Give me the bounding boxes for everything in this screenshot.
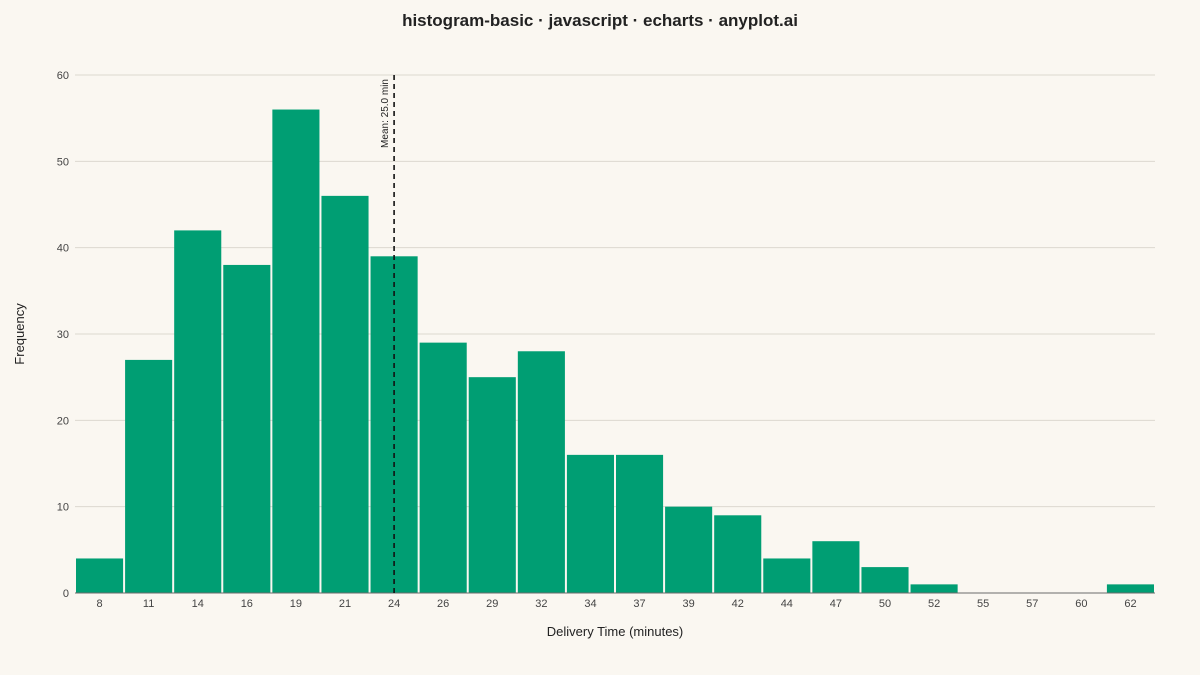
mean-label: Mean: 25.0 min <box>380 79 391 148</box>
x-tick-label: 14 <box>192 598 204 610</box>
x-tick-label: 57 <box>1026 598 1038 610</box>
x-tick-label: 19 <box>290 598 302 610</box>
y-axis-title: Frequency <box>12 303 27 365</box>
chart-title: histogram-basic · javascript · echarts ·… <box>402 11 798 30</box>
x-tick-label: 50 <box>879 598 891 610</box>
x-tick-label: 62 <box>1124 598 1136 610</box>
x-axis-ticks: 8 11 14 16 19 21 24 26 29 32 34 37 39 42 44 47 50 52 55 57 6… <box>96 598 1136 610</box>
x-tick-label: 34 <box>584 598 596 610</box>
x-tick-label: 11 <box>143 598 154 610</box>
histogram-bar <box>665 506 713 593</box>
x-tick-label: 55 <box>977 598 989 610</box>
x-tick-label: 16 <box>241 598 253 610</box>
histogram-bar <box>370 256 418 593</box>
x-tick-label: 42 <box>732 598 744 610</box>
histogram-bar <box>910 584 958 593</box>
y-tick-label: 20 <box>57 415 69 427</box>
x-tick-label: 47 <box>830 598 842 610</box>
x-tick-label: 21 <box>339 598 351 610</box>
histogram-bar <box>861 567 909 593</box>
histogram-bar <box>174 230 222 593</box>
histogram-bar <box>419 342 467 593</box>
x-tick-label: 39 <box>683 598 695 610</box>
x-tick-label: 37 <box>633 598 645 610</box>
histogram-bar <box>714 515 762 593</box>
histogram-bar <box>76 558 124 593</box>
y-tick-label: 40 <box>57 243 69 255</box>
histogram-bars <box>76 109 1154 594</box>
histogram-bar <box>517 351 565 593</box>
histogram-bar <box>125 359 173 593</box>
histogram-bar <box>1106 584 1154 593</box>
grid-lines <box>75 74 1155 508</box>
histogram-bar <box>321 195 369 593</box>
histogram-bar <box>566 454 614 593</box>
mean-marker: Mean: 25.0 min <box>380 75 395 593</box>
histogram-bar <box>272 109 320 594</box>
x-axis-title: Delivery Time (minutes) <box>547 624 684 639</box>
histogram-bar <box>812 541 860 593</box>
x-tick-label: 8 <box>96 598 102 610</box>
x-tick-label: 32 <box>535 598 547 610</box>
x-tick-label: 44 <box>781 598 793 610</box>
x-tick-label: 24 <box>388 598 400 610</box>
x-tick-label: 29 <box>486 598 498 610</box>
x-tick-label: 26 <box>437 598 449 610</box>
y-tick-label: 60 <box>57 70 69 82</box>
y-tick-label: 0 <box>63 588 69 600</box>
y-tick-label: 50 <box>57 156 69 168</box>
histogram-bar <box>616 454 664 593</box>
x-tick-label: 52 <box>928 598 940 610</box>
histogram-bar <box>468 377 516 593</box>
y-tick-label: 30 <box>57 329 69 341</box>
histogram-bar <box>763 558 811 593</box>
y-axis-ticks: 0 10 20 30 40 50 60 <box>57 70 69 600</box>
histogram-bar <box>223 264 271 593</box>
y-tick-label: 10 <box>57 502 69 514</box>
x-tick-label: 60 <box>1075 598 1087 610</box>
